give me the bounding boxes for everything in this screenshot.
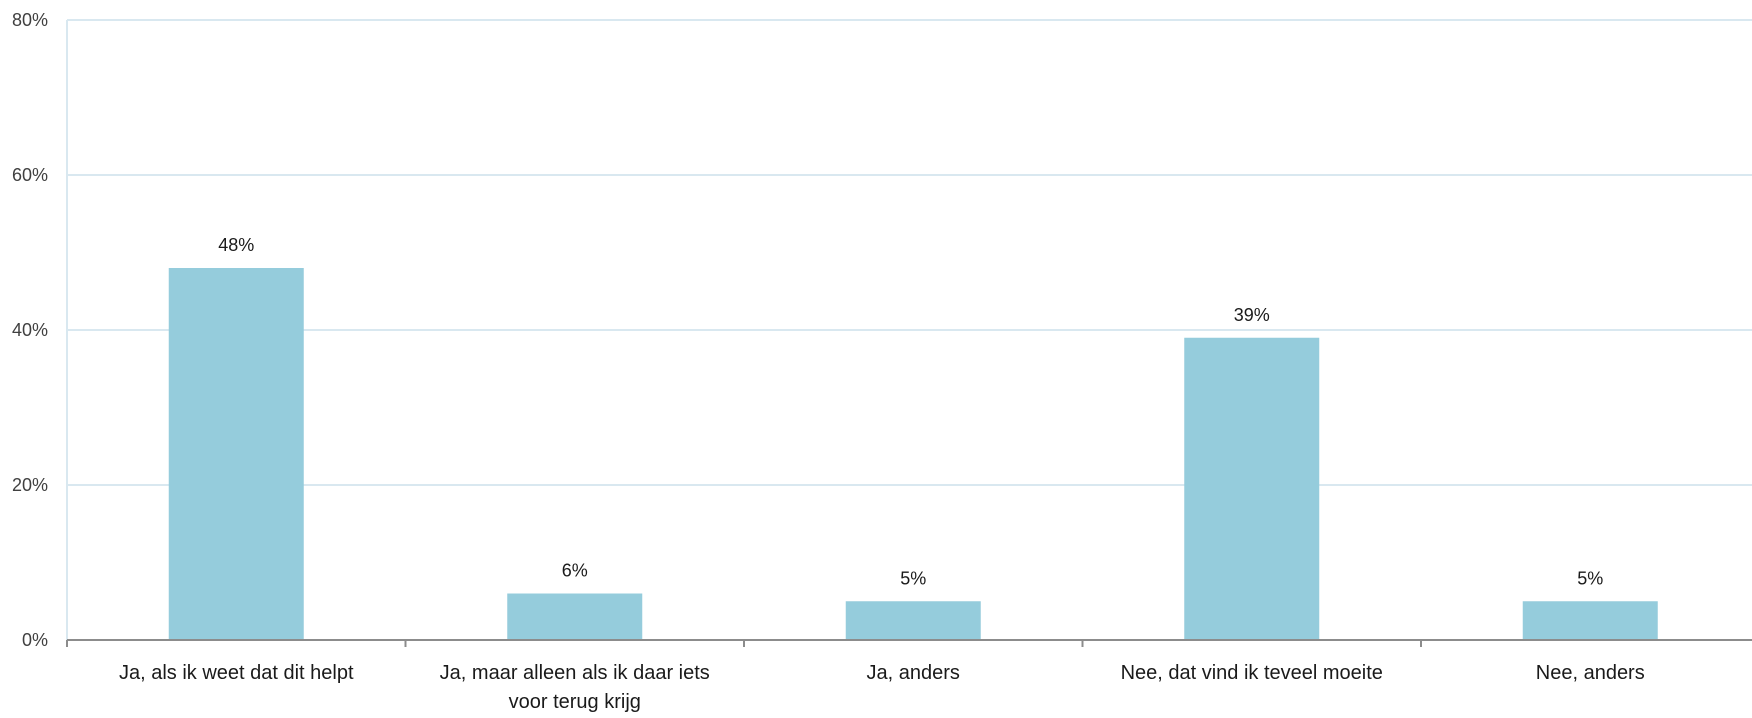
x-tick-label: Ja, anders — [867, 662, 960, 684]
data-label: 5% — [900, 568, 926, 588]
x-tick-label: Ja, maar alleen als ik daar iets — [440, 662, 710, 684]
bar — [845, 601, 981, 640]
x-tick-label: voor terug krijg — [509, 691, 641, 713]
x-axis-tick-labels: Ja, als ik weet dat dit helpt Ja, maar al… — [119, 662, 1645, 713]
x-tick-label: Nee, anders — [1536, 662, 1645, 684]
data-label: 39% — [1234, 305, 1270, 325]
y-tick-label: 0% — [22, 630, 48, 650]
y-tick-label: 60% — [12, 165, 48, 185]
bar — [507, 593, 643, 640]
x-tick-label: Nee, dat vind ik teveel moeite — [1121, 662, 1383, 684]
bar — [168, 268, 304, 640]
y-axis-tick-labels: 0% 20% 40% 60% 80% — [12, 10, 48, 650]
bar — [1522, 601, 1658, 640]
y-tick-label: 20% — [12, 475, 48, 495]
axes — [66, 20, 1752, 647]
y-tick-label: 80% — [12, 10, 48, 30]
data-label: 48% — [218, 235, 254, 255]
data-label: 5% — [1577, 568, 1603, 588]
x-tick-label: Ja, als ik weet dat dit helpt — [119, 662, 354, 684]
bar — [1184, 337, 1320, 640]
data-label: 6% — [562, 561, 588, 581]
data-labels: 48% 6% 5% 39% 5% — [218, 235, 1603, 588]
gridlines — [67, 19, 1752, 486]
bars — [168, 268, 1658, 640]
y-tick-label: 40% — [12, 320, 48, 340]
